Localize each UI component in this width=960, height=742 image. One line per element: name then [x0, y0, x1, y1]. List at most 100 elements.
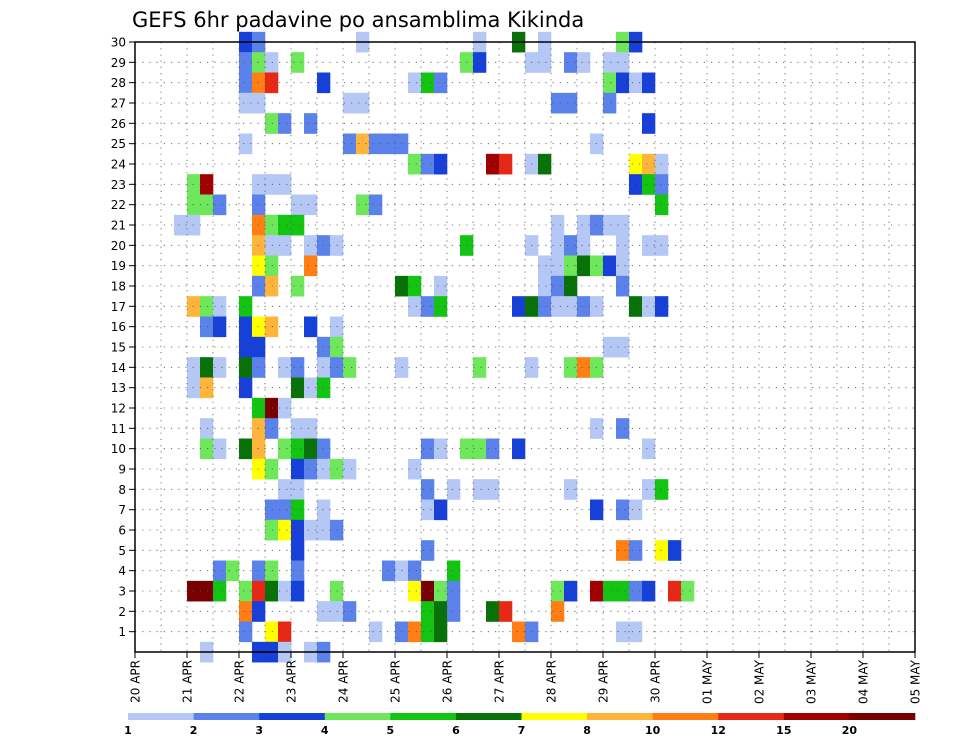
heatmap-cell	[564, 479, 578, 500]
heatmap-cell	[577, 214, 591, 236]
legend-label: 6	[452, 724, 460, 737]
heatmap-cell	[538, 296, 552, 317]
legend-label: 15	[776, 724, 791, 737]
heatmap-cell	[317, 458, 331, 480]
heatmap-cell	[252, 174, 266, 195]
heatmap-cell	[239, 296, 253, 317]
heatmap-cell	[291, 214, 305, 236]
heatmap-cell	[629, 174, 643, 195]
heatmap-cell	[291, 438, 305, 460]
legend-label: 20	[842, 724, 858, 737]
heatmap-cell	[564, 275, 578, 297]
heatmap-cell	[512, 438, 526, 460]
color-legend: 1 2 3 4 5 6 7 8 10 12 15 20	[124, 713, 916, 737]
heatmap-cell	[369, 133, 383, 155]
heatmap-cell	[213, 580, 227, 602]
heatmap-cell	[304, 255, 318, 277]
heatmap-cell	[239, 601, 253, 622]
heatmap-cell	[512, 621, 526, 643]
heatmap-cell	[252, 336, 266, 358]
heatmap-cell	[317, 377, 331, 399]
heatmap-cell	[382, 560, 396, 582]
heatmap-cell	[564, 580, 578, 602]
legend-swatch	[455, 713, 522, 720]
x-tick-label: 25 APR	[389, 660, 403, 703]
legend-swatch	[718, 713, 785, 720]
heatmap-cell	[291, 52, 305, 73]
heatmap-cell	[421, 499, 435, 521]
heatmap-cell	[239, 52, 253, 73]
y-tick-label: 22	[111, 198, 126, 212]
heatmap-cell	[213, 438, 227, 460]
heatmap-cell	[629, 499, 643, 521]
heatmap-cell	[421, 438, 435, 460]
heatmap-cell	[551, 601, 565, 622]
heatmap-cell	[200, 418, 214, 439]
heatmap-cell	[343, 92, 357, 114]
heatmap-cell	[252, 601, 266, 622]
heatmap-cell	[551, 214, 565, 236]
legend-label: 7	[518, 724, 526, 737]
heatmap-cell	[265, 113, 279, 134]
heatmap-cell	[265, 316, 279, 338]
heatmap-cell	[265, 621, 279, 643]
heatmap-cell	[369, 621, 383, 643]
heatmap-cell	[265, 235, 279, 256]
heatmap-cell	[343, 133, 357, 155]
heatmap-cells	[174, 31, 695, 663]
heatmap-cell	[252, 194, 266, 216]
x-tick-label: 24 APR	[337, 660, 351, 703]
legend-label: 5	[387, 724, 395, 737]
heatmap-cell	[278, 357, 292, 378]
heatmap-cell	[304, 519, 318, 541]
heatmap-cell	[213, 194, 227, 216]
heatmap-cell	[616, 540, 630, 561]
heatmap-cell	[278, 397, 292, 419]
heatmap-cell	[291, 540, 305, 561]
x-tick-label: 26 APR	[441, 660, 455, 703]
heatmap-cell	[213, 296, 227, 317]
heatmap-cell	[616, 621, 630, 643]
heatmap-cell	[252, 580, 266, 602]
legend-swatch	[128, 713, 194, 720]
heatmap-cell	[291, 519, 305, 541]
heatmap-cell	[629, 153, 643, 175]
heatmap-cell	[317, 438, 331, 460]
heatmap-cell	[499, 601, 513, 622]
gridlines	[135, 41, 915, 652]
heatmap-cell	[252, 255, 266, 277]
heatmap-cell	[434, 72, 448, 94]
legend-swatch	[193, 713, 260, 720]
heatmap-cell	[200, 296, 214, 317]
heatmap-cell	[278, 235, 292, 256]
y-tick-label: 16	[111, 320, 126, 334]
heatmap-cell	[252, 275, 266, 297]
heatmap-cell	[447, 601, 461, 622]
heatmap-cell	[603, 52, 617, 73]
heatmap-cell	[252, 72, 266, 94]
heatmap-cell	[434, 621, 448, 643]
heatmap-cell	[577, 296, 591, 317]
heatmap-cell	[291, 418, 305, 439]
heatmap-cell	[239, 316, 253, 338]
heatmap-cell	[499, 153, 513, 175]
chart-title: GEFS 6hr padavine po ansamblima Kikinda	[132, 8, 584, 32]
heatmap-cell	[551, 92, 565, 114]
heatmap-cell	[408, 72, 422, 94]
heatmap-cell	[265, 214, 279, 236]
heatmap-cell	[603, 92, 617, 114]
heatmap-cell	[213, 357, 227, 378]
legend-label: 1	[124, 724, 132, 737]
heatmap-cell	[291, 499, 305, 521]
heatmap-cell	[603, 336, 617, 358]
y-tick-label: 9	[118, 463, 126, 477]
heatmap-cell	[616, 52, 630, 73]
x-tick-label: 01 MAY	[701, 659, 715, 704]
y-tick-label: 23	[111, 178, 126, 192]
heatmap-cell	[252, 438, 266, 460]
heatmap-cell	[447, 560, 461, 582]
heatmap-cell	[252, 316, 266, 338]
heatmap-cell	[174, 214, 188, 236]
x-tick-label: 23 APR	[285, 660, 299, 703]
